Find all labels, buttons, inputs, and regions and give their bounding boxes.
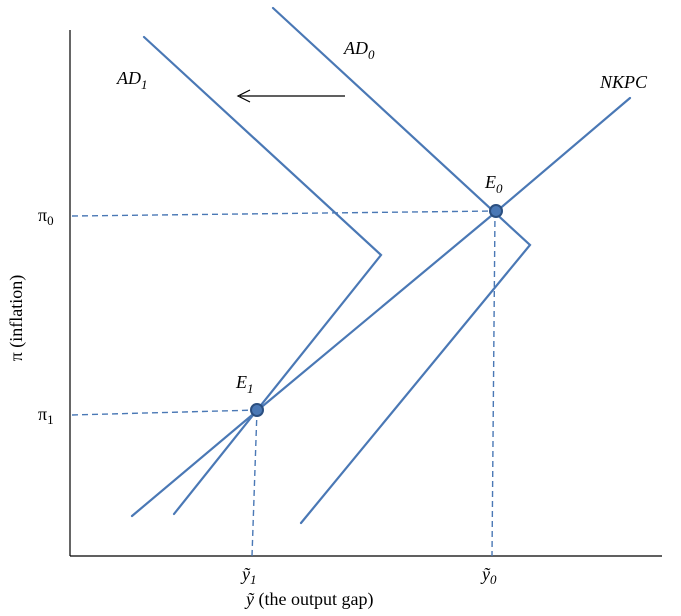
x-axis-title: ỹ (the output gap): [244, 589, 373, 610]
y-axis-title: π (inflation): [6, 275, 27, 362]
pi0-tick-label: π0: [38, 205, 54, 228]
e1-label: E1: [235, 372, 254, 396]
pi0-guide-line: [71, 210, 496, 217]
y1-tick-label: ỹ1: [240, 564, 257, 587]
ad0-curve: [271, 6, 532, 525]
equilibrium-point-e1: [250, 403, 264, 417]
y1-guide-line: [251, 409, 258, 557]
shift-arrow-head: [236, 89, 251, 103]
nkpc-label: NKPC: [599, 72, 648, 92]
pi1-tick-label: π1: [38, 404, 54, 427]
y0-tick-label: ỹ0: [480, 564, 497, 587]
ad1-curve: [142, 35, 383, 516]
equilibrium-point-e0: [489, 204, 503, 218]
y0-guide-line: [491, 210, 496, 557]
ad0-label: AD0: [343, 38, 375, 62]
ad1-label: AD1: [116, 68, 148, 92]
nkpc-curve: [130, 96, 632, 518]
pi1-guide-line: [71, 409, 258, 416]
e0-label: E0: [484, 172, 503, 196]
